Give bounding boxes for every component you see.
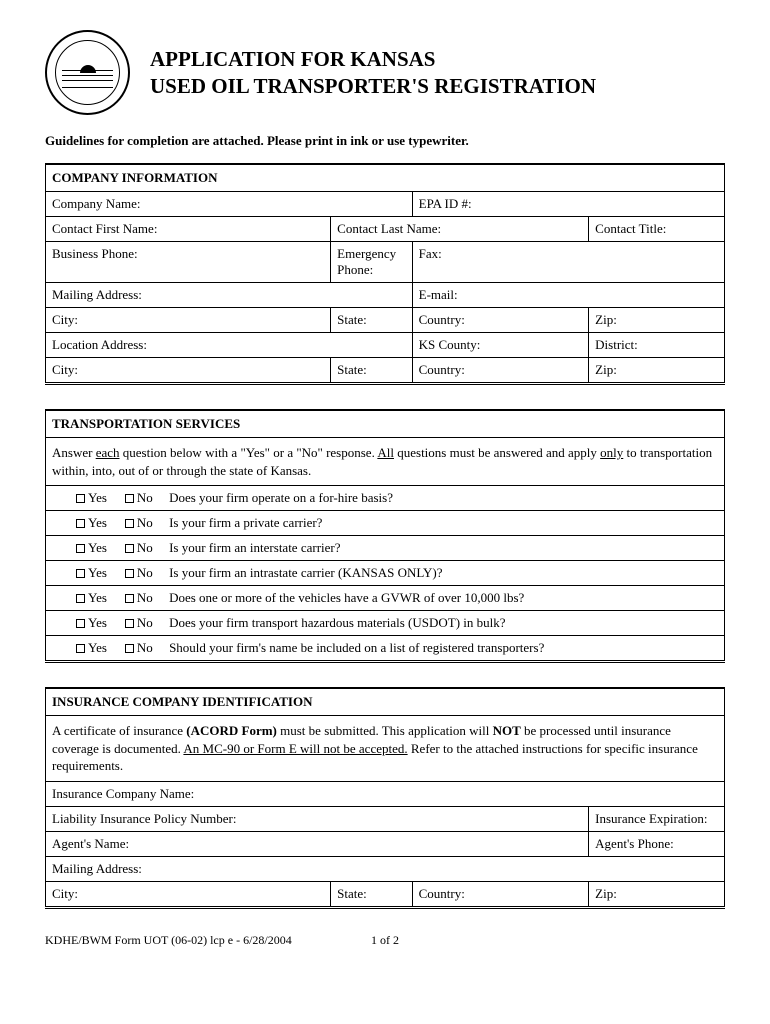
last-name-field[interactable]: Contact Last Name: [331,217,589,242]
insurance-instruction: A certificate of insurance (ACORD Form) … [46,716,725,782]
insurance-table: INSURANCE COMPANY IDENTIFICATION A certi… [45,687,725,909]
question-row: YesNo Is your firm a private carrier? [46,511,725,536]
guidelines-text: Guidelines for completion are attached. … [45,133,725,149]
insurance-expiration-field[interactable]: Insurance Expiration: [589,806,725,831]
question-row: YesNo Is your firm an interstate carrier… [46,536,725,561]
mailing-address-field[interactable]: Mailing Address: [46,283,413,308]
agent-name-field[interactable]: Agent's Name: [46,831,589,856]
section-heading: COMPANY INFORMATION [46,164,725,192]
checkbox-icon[interactable] [125,569,134,578]
city-field-2[interactable]: City: [46,358,331,384]
page-title: APPLICATION FOR KANSAS USED OIL TRANSPOR… [150,46,596,99]
transportation-section: TRANSPORTATION SERVICES Answer each ques… [45,409,725,663]
section-heading: TRANSPORTATION SERVICES [46,410,725,438]
zip-field[interactable]: Zip: [589,308,725,333]
insurance-city-field[interactable]: City: [46,881,331,907]
epa-id-field[interactable]: EPA ID #: [412,192,724,217]
form-id: KDHE/BWM Form UOT (06-02) lcp e - 6/28/2… [45,933,292,948]
question-text: Does one or more of the vehicles have a … [169,590,524,605]
question-text: Does your firm operate on a for-hire bas… [169,490,393,505]
zip-field-2[interactable]: Zip: [589,358,725,384]
ks-county-field[interactable]: KS County: [412,333,589,358]
checkbox-icon[interactable] [76,569,85,578]
fax-field[interactable]: Fax: [412,242,724,283]
location-address-field[interactable]: Location Address: [46,333,413,358]
section-heading: INSURANCE COMPANY IDENTIFICATION [46,688,725,716]
kansas-state-seal-icon [45,30,130,115]
insurance-mailing-address-field[interactable]: Mailing Address: [46,856,725,881]
checkbox-icon[interactable] [76,519,85,528]
question-text: Is your firm an intrastate carrier (KANS… [169,565,442,580]
transport-instruction: Answer each question below with a "Yes" … [46,438,725,486]
policy-number-field[interactable]: Liability Insurance Policy Number: [46,806,589,831]
insurance-company-name-field[interactable]: Insurance Company Name: [46,781,725,806]
checkbox-icon[interactable] [125,544,134,553]
page-number: 1 of 2 [371,933,399,948]
city-field[interactable]: City: [46,308,331,333]
question-row: YesNo Is your firm an intrastate carrier… [46,561,725,586]
checkbox-icon[interactable] [76,594,85,603]
district-field[interactable]: District: [589,333,725,358]
insurance-country-field[interactable]: Country: [412,881,589,907]
insurance-state-field[interactable]: State: [331,881,412,907]
state-field[interactable]: State: [331,308,412,333]
question-text: Is your firm a private carrier? [169,515,322,530]
title-block: APPLICATION FOR KANSAS USED OIL TRANSPOR… [150,46,596,99]
checkbox-icon[interactable] [76,644,85,653]
first-name-field[interactable]: Contact First Name: [46,217,331,242]
question-text: Should your firm's name be included on a… [169,640,544,655]
agent-phone-field[interactable]: Agent's Phone: [589,831,725,856]
checkbox-icon[interactable] [76,544,85,553]
insurance-section: INSURANCE COMPANY IDENTIFICATION A certi… [45,687,725,909]
country-field[interactable]: Country: [412,308,589,333]
header: APPLICATION FOR KANSAS USED OIL TRANSPOR… [45,30,725,115]
insurance-zip-field[interactable]: Zip: [589,881,725,907]
question-text: Does your firm transport hazardous mater… [169,615,505,630]
company-info-table: COMPANY INFORMATION Company Name: EPA ID… [45,163,725,385]
footer: KDHE/BWM Form UOT (06-02) lcp e - 6/28/2… [45,933,725,948]
checkbox-icon[interactable] [125,494,134,503]
email-field[interactable]: E-mail: [412,283,724,308]
question-row: YesNo Does your firm transport hazardous… [46,611,725,636]
question-text: Is your firm an interstate carrier? [169,540,340,555]
state-field-2[interactable]: State: [331,358,412,384]
company-name-field[interactable]: Company Name: [46,192,413,217]
checkbox-icon[interactable] [125,619,134,628]
business-phone-field[interactable]: Business Phone: [46,242,331,283]
contact-title-field[interactable]: Contact Title: [589,217,725,242]
emergency-phone-field[interactable]: Emergency Phone: [331,242,412,283]
checkbox-icon[interactable] [125,594,134,603]
checkbox-icon[interactable] [76,494,85,503]
question-row: YesNo Does one or more of the vehicles h… [46,586,725,611]
company-info-section: COMPANY INFORMATION Company Name: EPA ID… [45,163,725,385]
checkbox-icon[interactable] [125,519,134,528]
question-row: YesNo Should your firm's name be include… [46,636,725,662]
question-row: YesNo Does your firm operate on a for-hi… [46,486,725,511]
checkbox-icon[interactable] [76,619,85,628]
transportation-table: TRANSPORTATION SERVICES Answer each ques… [45,409,725,663]
checkbox-icon[interactable] [125,644,134,653]
country-field-2[interactable]: Country: [412,358,589,384]
